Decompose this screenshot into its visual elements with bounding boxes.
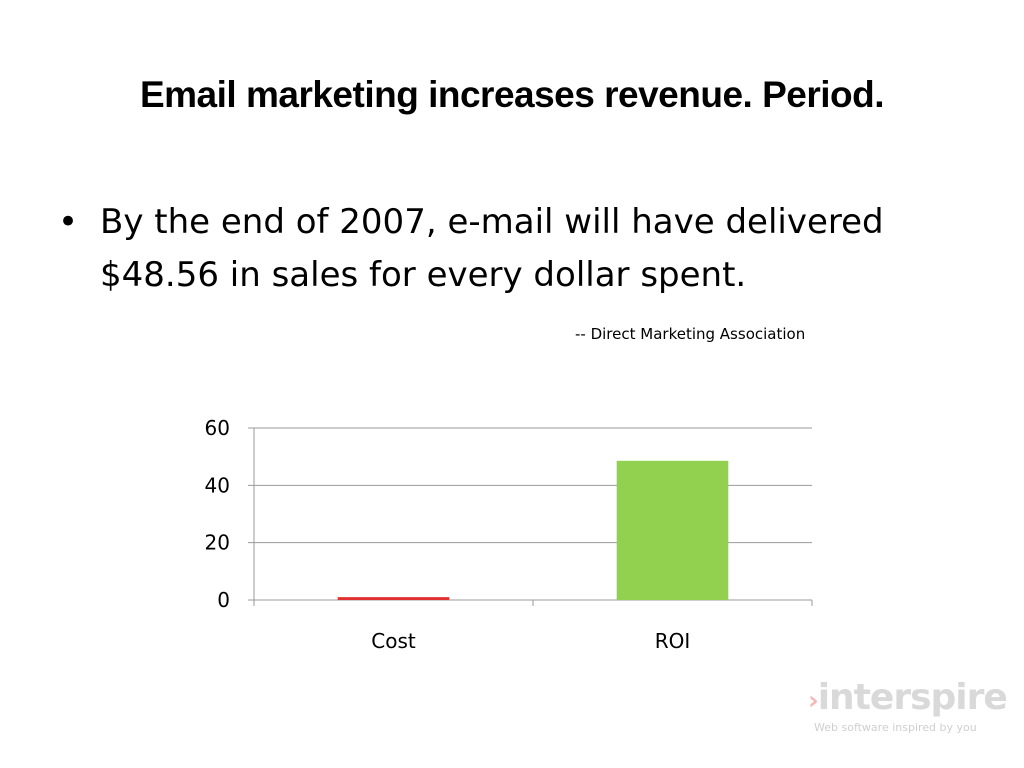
y-tick-label: 20: [205, 531, 230, 555]
x-category-label: ROI: [655, 629, 691, 653]
bullet-dot: •: [58, 202, 79, 242]
y-tick-label: 40: [205, 473, 230, 497]
x-category-label: Cost: [371, 629, 416, 653]
bullet-text: By the end of 2007, e-mail will have del…: [100, 202, 884, 295]
logo-tagline: Web software inspired by you: [814, 721, 977, 734]
bar-cost: [337, 597, 450, 600]
slide-title: Email marketing increases revenue. Perio…: [139, 74, 885, 115]
logo-name: interspire: [817, 677, 1008, 718]
y-tick-label: 0: [217, 588, 230, 612]
y-tick-label: 60: [205, 416, 230, 440]
attribution: -- Direct Marketing Association: [575, 325, 806, 343]
bar-roi: [616, 460, 729, 600]
interspire-logo: ›interspire Web software inspired by you: [808, 678, 1008, 740]
bullet-point: • By the end of 2007, e-mail will have d…: [58, 196, 978, 302]
logo-arrow-icon: ›: [808, 686, 819, 716]
